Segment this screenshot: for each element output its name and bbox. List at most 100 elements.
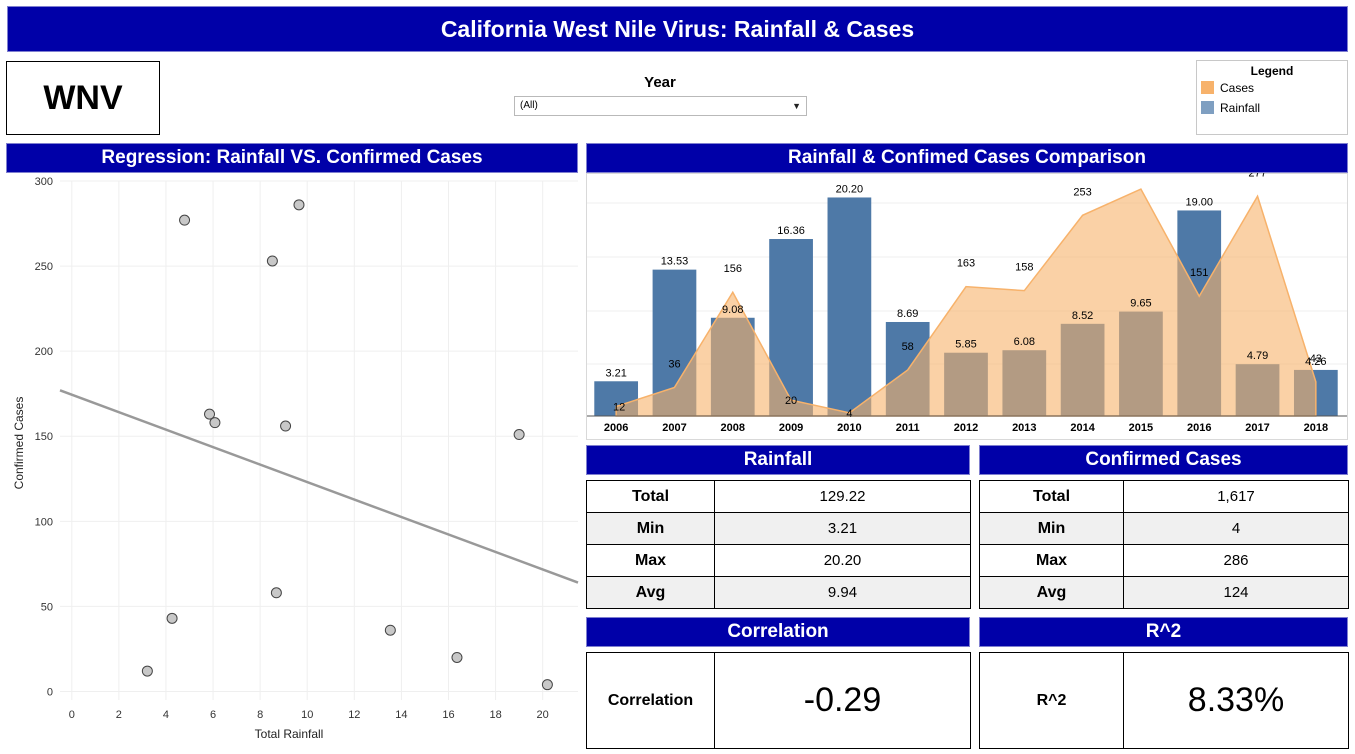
table-row: Max 20.20 (586, 544, 971, 577)
stat-label: Total (586, 480, 715, 513)
bar-label: 9.08 (722, 304, 743, 316)
stat-value: 124 (1123, 576, 1349, 609)
scatter-point (384, 624, 396, 636)
table-row: Total 129.22 (586, 480, 971, 513)
x-tick-label: 18 (489, 709, 501, 721)
table-row: Avg 124 (979, 576, 1349, 609)
x-tick-label: 2018 (1304, 422, 1328, 434)
bar-label: 4.26 (1305, 356, 1326, 368)
area-label: 156 (724, 263, 742, 275)
dashboard-title: California West Nile Virus: Rainfall & C… (7, 6, 1348, 52)
bar-label: 4.79 (1247, 350, 1268, 362)
area-label: 58 (902, 341, 914, 353)
scatter-point (270, 587, 282, 599)
comparison-chart: 3.21 13.53 9.08 16.36 20.20 8.69 5.85 6.08 8.52 9… (586, 173, 1348, 440)
x-tick-label: 2006 (604, 422, 628, 434)
r2-table: R^2 8.33% (979, 652, 1349, 749)
stat-label: Avg (586, 576, 715, 609)
year-filter-label: Year (644, 74, 676, 91)
area-label: 4 (846, 408, 852, 420)
x-tick-label: 2014 (1070, 422, 1095, 434)
y-axis-label: Confirmed Cases (12, 397, 26, 490)
scatter-point (451, 651, 463, 663)
y-tick-label: 300 (35, 176, 53, 188)
logo-text: WNV (43, 79, 123, 117)
scatter-point (141, 665, 153, 677)
scatter-point (293, 199, 305, 211)
legend: Legend Cases Rainfall (1196, 60, 1348, 135)
bar-label: 6.08 (1014, 336, 1035, 348)
stat-label: Avg (979, 576, 1124, 609)
r2-value: 8.33% (1123, 652, 1349, 749)
x-tick-label: 12 (348, 709, 360, 721)
y-tick-label: 100 (35, 516, 53, 528)
scatter-point (166, 612, 178, 624)
y-tick-label: 150 (35, 431, 53, 443)
table-row: Min 4 (979, 512, 1349, 545)
x-tick-label: 2010 (837, 422, 861, 434)
x-tick-label: 2009 (779, 422, 803, 434)
x-tick-label: 2007 (662, 422, 686, 434)
y-tick-label: 50 (41, 601, 53, 613)
scatter-point (204, 408, 216, 420)
stat-label: Min (586, 512, 715, 545)
area-label: 151 (1190, 267, 1208, 279)
y-tick-label: 250 (35, 261, 53, 273)
scatter-point (513, 429, 525, 441)
stat-value: 9.94 (714, 576, 971, 609)
bar-label: 3.21 (605, 367, 626, 379)
area-label: 253 (1073, 186, 1091, 198)
bar-label: 20.20 (836, 183, 864, 195)
bar-rainfall (827, 197, 872, 416)
stat-value: 4 (1123, 512, 1349, 545)
correlation-table: Correlation -0.29 (586, 652, 971, 749)
table-row: Total 1,617 (979, 480, 1349, 513)
cases-stats-table: Total 1,617 Min 4 Max 286 Avg 124 (979, 480, 1349, 609)
regression-chart: 0 2 4 6 8 10 12 14 16 18 20050100150200250300Total… (12, 176, 579, 741)
legend-swatch-cases (1201, 81, 1214, 94)
table-row: Max 286 (979, 544, 1349, 577)
stat-value: 3.21 (714, 512, 971, 545)
scatter-point (541, 679, 553, 691)
area-label: 277 (1248, 173, 1266, 179)
x-tick-label: 8 (257, 709, 263, 721)
bar-label: 5.85 (955, 339, 976, 351)
year-filter-value: (All) (520, 100, 538, 111)
x-tick-label: 2012 (954, 422, 978, 434)
r2-title: R^2 (979, 617, 1348, 647)
x-tick-label: 4 (163, 709, 169, 721)
legend-item-rainfall[interactable]: Rainfall (1201, 101, 1260, 115)
x-tick-label: 10 (301, 709, 313, 721)
x-tick-label: 6 (210, 709, 216, 721)
x-tick-label: 2013 (1012, 422, 1036, 434)
table-row: Min 3.21 (586, 512, 971, 545)
trend-line (59, 389, 579, 584)
x-tick-label: 2011 (896, 422, 920, 434)
legend-swatch-rainfall (1201, 101, 1214, 114)
stat-value: 129.22 (714, 480, 971, 513)
year-filter-dropdown[interactable]: (All) ▼ (514, 96, 807, 116)
x-tick-label: 2016 (1187, 422, 1211, 434)
area-label: 163 (957, 258, 975, 270)
legend-label-cases: Cases (1220, 81, 1255, 95)
table-row: R^2 8.33% (979, 652, 1349, 749)
chevron-down-icon[interactable]: ▼ (792, 101, 801, 111)
area-label: 12 (613, 401, 625, 413)
scatter-point (280, 420, 292, 432)
bar-label: 19.00 (1185, 196, 1213, 208)
legend-item-cases[interactable]: Cases (1201, 81, 1254, 95)
x-tick-label: 0 (69, 709, 75, 721)
rainfall-stats-title: Rainfall (586, 445, 970, 475)
table-row: Avg 9.94 (586, 576, 971, 609)
regression-title: Regression: Rainfall VS. Confirmed Cases (6, 143, 578, 173)
correlation-value: -0.29 (714, 652, 971, 749)
scatter-point (209, 417, 221, 429)
table-row: Correlation -0.29 (586, 652, 971, 749)
stat-value: 20.20 (714, 544, 971, 577)
x-tick-label: 20 (537, 709, 549, 721)
x-axis-label: Total Rainfall (255, 727, 324, 741)
bar-label: 8.52 (1072, 310, 1093, 322)
r2-label: R^2 (979, 652, 1124, 749)
x-tick-label: 2008 (721, 422, 745, 434)
cases-stats-title: Confirmed Cases (979, 445, 1348, 475)
